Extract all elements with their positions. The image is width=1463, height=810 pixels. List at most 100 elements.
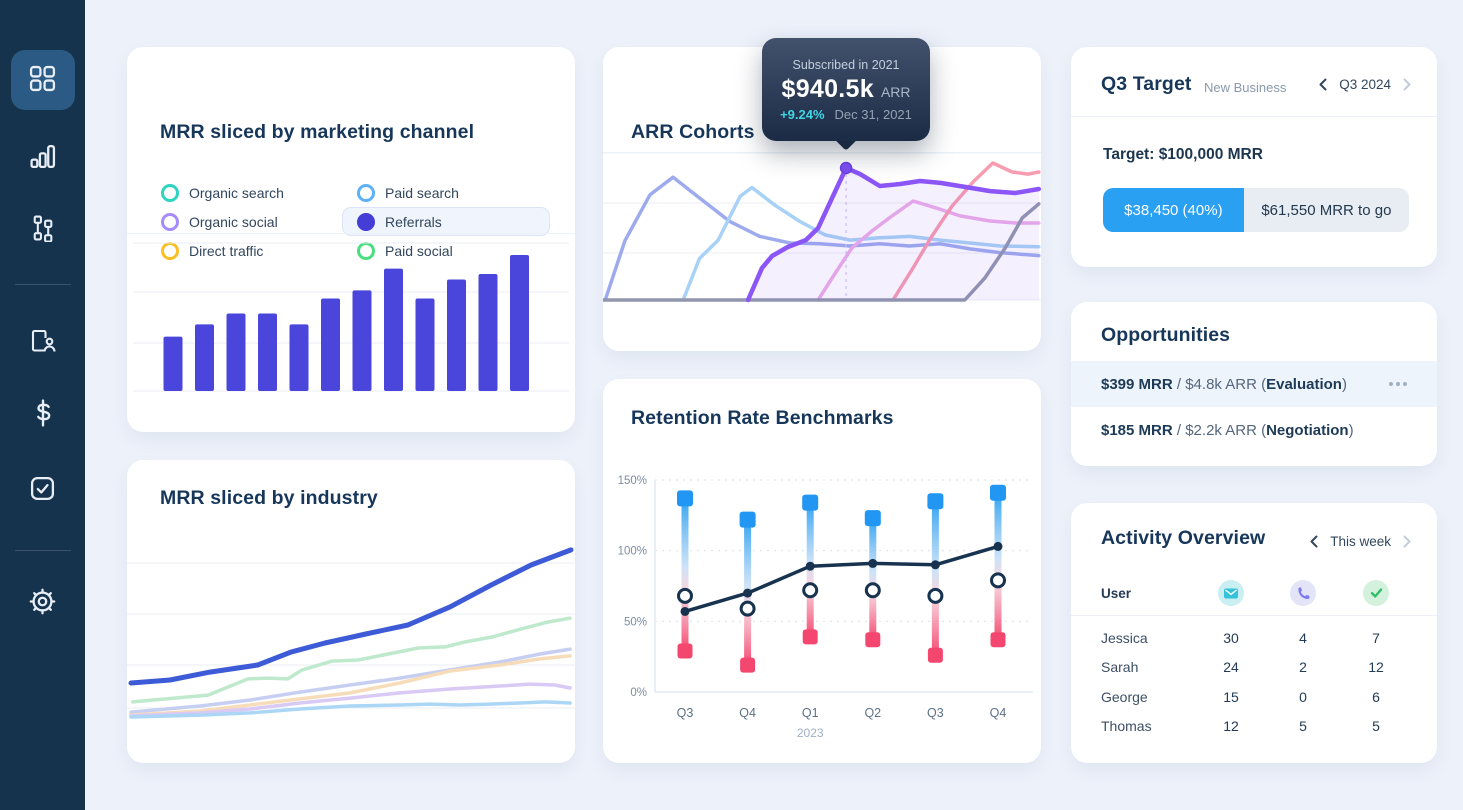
card-divider bbox=[1071, 116, 1437, 117]
svg-text:0%: 0% bbox=[630, 687, 647, 699]
arr-cohorts-line-chart bbox=[603, 152, 1041, 303]
tooltip-context: Subscribed in 2021 bbox=[792, 57, 900, 72]
user-name: Thomas bbox=[1101, 718, 1152, 735]
previous-period-button[interactable] bbox=[1317, 76, 1329, 93]
tasks-check-icon bbox=[29, 475, 56, 505]
calls-count: 0 bbox=[1299, 688, 1307, 705]
table-divider bbox=[1071, 615, 1437, 616]
user-name: Jessica bbox=[1101, 629, 1148, 646]
svg-text:150%: 150% bbox=[618, 475, 647, 487]
card-title: Retention Rate Benchmarks bbox=[631, 407, 894, 429]
sidebar-divider bbox=[14, 284, 71, 285]
sidebar-divider bbox=[14, 550, 71, 551]
legend-dot bbox=[357, 212, 375, 231]
legend-dot bbox=[161, 212, 179, 231]
tasks-count: 12 bbox=[1368, 659, 1384, 676]
emails-count: 15 bbox=[1223, 688, 1239, 705]
card-title: Activity Overview bbox=[1101, 527, 1266, 549]
opportunity-stage: Evaluation bbox=[1266, 375, 1342, 393]
completed-tasks-icon bbox=[1363, 580, 1389, 606]
user-column-header: User bbox=[1101, 585, 1132, 601]
chevron-right-icon bbox=[1403, 78, 1411, 91]
mrr-marketing-bar-chart bbox=[127, 233, 575, 392]
svg-text:Q3: Q3 bbox=[677, 706, 694, 720]
sidebar-item-dashboard[interactable] bbox=[10, 50, 75, 110]
opportunity-row-negotiation[interactable]: $185 MRR / $2.2k ARR (Negotiation) bbox=[1071, 407, 1437, 453]
opportunity-mrr: $399 MRR bbox=[1101, 375, 1173, 393]
revenue-dollar-icon bbox=[29, 398, 57, 430]
legend-label: Organic social bbox=[189, 213, 278, 230]
sidebar-item-companies[interactable] bbox=[11, 313, 75, 373]
svg-text:Q4: Q4 bbox=[739, 706, 756, 720]
table-row: Sarah 24 2 12 bbox=[1071, 653, 1437, 683]
next-week-button[interactable] bbox=[1401, 533, 1413, 550]
target-subtitle: New Business bbox=[1204, 80, 1287, 95]
calls-count: 5 bbox=[1299, 718, 1307, 735]
tooltip-value: $940.5k bbox=[781, 74, 874, 103]
card-title: ARR Cohorts bbox=[631, 121, 755, 143]
sidebar-item-settings[interactable] bbox=[11, 573, 75, 633]
card-title: Opportunities bbox=[1101, 324, 1231, 346]
arr-data-point-tooltip: Subscribed in 2021 $940.5k ARR +9.24% De… bbox=[762, 38, 930, 141]
opportunity-arr: $4.8k ARR ( bbox=[1185, 375, 1267, 393]
table-row: Thomas 12 5 5 bbox=[1071, 712, 1437, 742]
tasks-count: 6 bbox=[1372, 688, 1380, 705]
card-opportunities: Opportunities $399 MRR / $4.8k ARR (Eval… bbox=[1071, 302, 1437, 466]
legend-item-paid-search[interactable]: Paid search bbox=[342, 178, 550, 207]
previous-week-button[interactable] bbox=[1308, 533, 1320, 550]
next-period-button[interactable] bbox=[1401, 76, 1413, 93]
emails-icon bbox=[1218, 580, 1244, 606]
legend-dot bbox=[161, 183, 179, 202]
opportunity-arr: $2.2k ARR ( bbox=[1185, 421, 1267, 439]
retention-benchmark-chart: 0% 50% 100% 150% Q3 Q4 Q1 Q2 Q3 Q4 2023 bbox=[618, 475, 1033, 740]
svg-text:100%: 100% bbox=[618, 546, 647, 558]
opportunity-stage: Negotiation bbox=[1266, 421, 1349, 439]
table-row: Jessica 30 4 7 bbox=[1071, 623, 1437, 653]
progress-remaining-segment: $61,550 MRR to go bbox=[1261, 201, 1392, 219]
separator: / bbox=[1172, 421, 1186, 439]
target-amount-label: Target: $100,000 MRR bbox=[1103, 146, 1263, 163]
legend-label: Direct traffic bbox=[189, 242, 264, 259]
sidebar-item-revenue[interactable] bbox=[11, 384, 75, 444]
sidebar-item-analytics[interactable] bbox=[11, 128, 75, 188]
activity-table: User Jessica 30 4 7 Sarah 24 2 12 George bbox=[1071, 575, 1437, 741]
period-label: Q3 2024 bbox=[1339, 77, 1391, 92]
card-q3-target: Q3 Target New Business Q3 2024 Target: $… bbox=[1071, 47, 1437, 267]
sidebar-item-tasks[interactable] bbox=[11, 460, 75, 520]
sidebar-item-filters[interactable] bbox=[11, 200, 75, 260]
more-options-icon[interactable] bbox=[1385, 378, 1411, 390]
legend-item-organic-search[interactable]: Organic search bbox=[146, 178, 356, 207]
dashboard-icon bbox=[29, 65, 56, 95]
period-nav: This week bbox=[1308, 533, 1413, 550]
svg-text:Q3: Q3 bbox=[927, 706, 944, 720]
card-title: MRR sliced by marketing channel bbox=[160, 121, 475, 143]
company-contacts-icon bbox=[29, 328, 57, 359]
card-retention-benchmarks: Retention Rate Benchmarks 0% 50% 100% 150% Q… bbox=[603, 379, 1041, 763]
legend-item-direct-traffic[interactable]: Direct traffic bbox=[146, 236, 356, 265]
calls-count: 2 bbox=[1299, 659, 1307, 676]
calls-count: 4 bbox=[1299, 629, 1307, 646]
user-name: George bbox=[1101, 688, 1148, 705]
svg-text:Q4: Q4 bbox=[990, 706, 1007, 720]
chevron-left-icon bbox=[1319, 78, 1327, 91]
svg-text:Q1: Q1 bbox=[802, 706, 819, 720]
svg-text:Q2: Q2 bbox=[864, 706, 881, 720]
target-progress-bar: $38,450 (40%) $61,550 MRR to go bbox=[1103, 188, 1409, 232]
card-activity-overview: Activity Overview This week User Jessica… bbox=[1071, 503, 1437, 763]
settings-gear-icon bbox=[28, 587, 57, 619]
period-label: This week bbox=[1330, 534, 1391, 549]
tooltip-date: Dec 31, 2021 bbox=[834, 106, 912, 122]
legend-item-organic-social[interactable]: Organic social bbox=[146, 207, 356, 236]
period-nav: Q3 2024 bbox=[1317, 76, 1413, 93]
tooltip-unit: ARR bbox=[880, 83, 911, 100]
legend-label: Referrals bbox=[385, 213, 442, 230]
opportunity-row-evaluation[interactable]: $399 MRR / $4.8k ARR (Evaluation) bbox=[1071, 361, 1437, 407]
legend-item-referrals[interactable]: Referrals bbox=[342, 207, 550, 236]
progress-achieved-segment: $38,450 (40%) bbox=[1103, 188, 1244, 232]
card-title: MRR sliced by industry bbox=[160, 487, 378, 509]
card-mrr-by-marketing-channel: MRR sliced by marketing channel Organic … bbox=[127, 47, 575, 432]
svg-text:2023: 2023 bbox=[797, 726, 824, 740]
emails-count: 12 bbox=[1223, 718, 1239, 735]
activity-table-header: User bbox=[1071, 575, 1437, 611]
